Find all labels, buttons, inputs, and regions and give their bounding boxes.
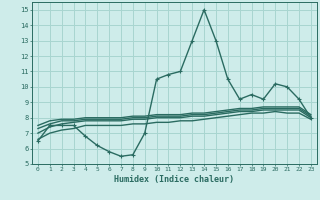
X-axis label: Humidex (Indice chaleur): Humidex (Indice chaleur) xyxy=(115,175,234,184)
